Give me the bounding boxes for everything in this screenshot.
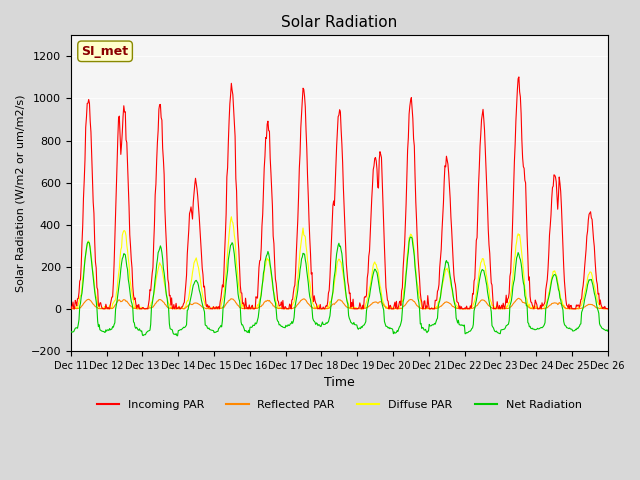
Title: Solar Radiation: Solar Radiation [281, 15, 397, 30]
Y-axis label: Solar Radiation (W/m2 or um/m2/s): Solar Radiation (W/m2 or um/m2/s) [15, 95, 25, 292]
Text: SI_met: SI_met [81, 45, 129, 58]
X-axis label: Time: Time [324, 376, 355, 389]
Legend: Incoming PAR, Reflected PAR, Diffuse PAR, Net Radiation: Incoming PAR, Reflected PAR, Diffuse PAR… [92, 396, 586, 415]
